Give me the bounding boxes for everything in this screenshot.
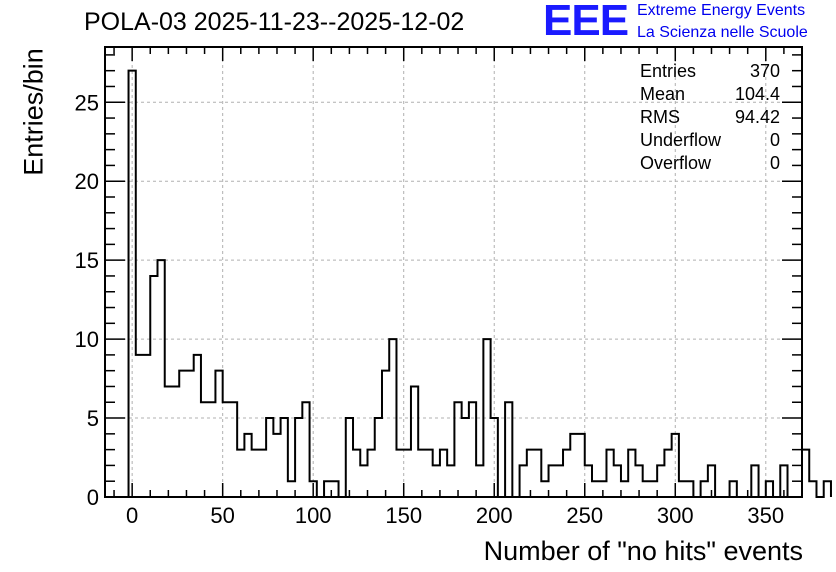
y-axis-label: Entries/bin xyxy=(18,48,49,176)
logo-line-2: La Scienza nelle Scuole xyxy=(637,24,808,41)
stat-underflow: Underflow 0 xyxy=(640,130,780,150)
y-tick-label: 0 xyxy=(87,485,99,510)
y-tick-label: 25 xyxy=(75,90,99,115)
stat-rms: RMS 94.42 xyxy=(640,107,780,127)
logo-line-1: Extreme Energy Events xyxy=(637,2,806,19)
y-tick-label: 20 xyxy=(75,169,99,194)
x-tick-label: 200 xyxy=(476,503,513,528)
stat-mean: Mean 104.4 xyxy=(640,84,780,104)
x-tick-label: 100 xyxy=(295,503,332,528)
stat-overflow: Overflow 0 xyxy=(640,153,780,173)
chart-title: POLA-03 2025-11-23--2025-12-02 xyxy=(84,8,465,36)
x-tick-label: 250 xyxy=(566,503,603,528)
y-tick-label: 10 xyxy=(75,327,99,352)
eee-logo: EEE xyxy=(543,0,629,45)
x-axis-label: Number of "no hits" events xyxy=(483,536,803,566)
x-tick-label: 0 xyxy=(126,503,138,528)
x-axis: 0 50 100 150 200 250 300 350 xyxy=(113,47,803,528)
y-tick-label: 5 xyxy=(87,406,99,431)
x-tick-label: 300 xyxy=(657,503,694,528)
y-tick-label: 15 xyxy=(75,248,99,273)
stats-box: Entries 370 Mean 104.4 RMS 94.42 Underflow 0… xyxy=(640,60,780,175)
stat-entries: Entries 370 xyxy=(640,61,780,81)
x-tick-label: 150 xyxy=(385,503,422,528)
plot-frame xyxy=(104,46,803,498)
histogram-series xyxy=(127,69,832,498)
x-tick-label: 350 xyxy=(747,503,784,528)
y-axis: 0 5 10 15 20 25 xyxy=(75,54,802,510)
x-tick-label: 50 xyxy=(210,503,234,528)
